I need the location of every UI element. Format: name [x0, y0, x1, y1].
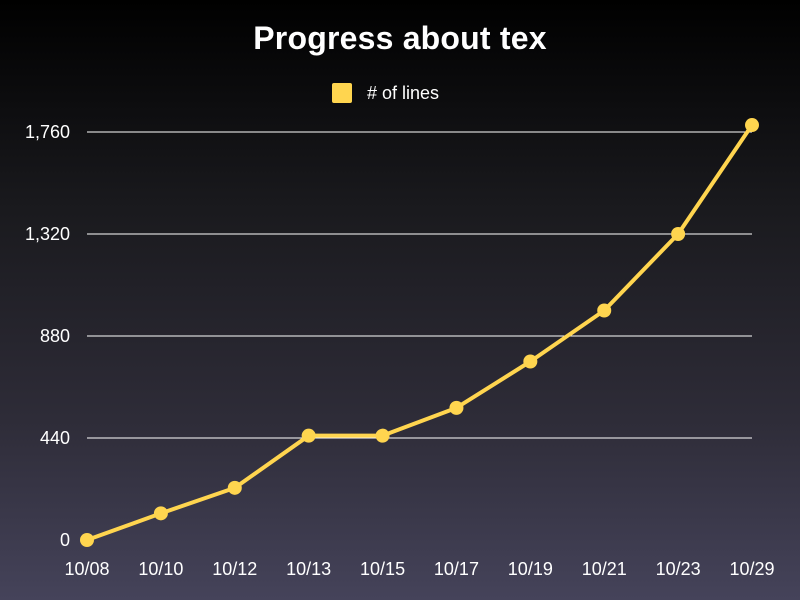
series-line-lines — [85, 123, 754, 542]
data-point-8[interactable] — [671, 227, 686, 241]
y-tick-label-3: 1,320 — [25, 224, 70, 244]
x-axis-ticks: 10/08 10/10 10/12 10/13 10/15 10/17 10/19 10/21… — [64, 559, 774, 579]
y-axis-ticks: 0 440 880 1,320 1,760 — [25, 122, 70, 550]
data-point-3[interactable] — [301, 428, 316, 443]
x-tick-label-9: 10/29 — [729, 559, 774, 579]
x-tick-label-2: 10/12 — [212, 559, 257, 579]
data-point-4[interactable] — [375, 428, 390, 443]
data-point-5[interactable] — [449, 400, 464, 415]
y-tick-label-4: 1,760 — [25, 122, 70, 142]
x-tick-label-1: 10/10 — [138, 559, 183, 579]
data-point-7[interactable] — [597, 303, 612, 318]
y-tick-label-1: 440 — [40, 428, 70, 448]
data-point-9[interactable] — [745, 118, 759, 133]
gridlines — [87, 131, 752, 439]
legend-label-lines: # of lines — [367, 83, 439, 103]
series-lines — [80, 118, 759, 547]
data-point-0[interactable] — [80, 533, 94, 547]
x-tick-label-5: 10/17 — [434, 559, 479, 579]
x-tick-label-0: 10/08 — [64, 559, 109, 579]
x-tick-label-3: 10/13 — [286, 559, 331, 579]
x-tick-label-4: 10/15 — [360, 559, 405, 579]
data-point-1[interactable] — [153, 506, 168, 521]
data-point-2[interactable] — [227, 480, 242, 495]
chart-title: Progress about tex — [253, 20, 547, 56]
legend: # of lines — [332, 83, 439, 103]
data-point-6[interactable] — [523, 354, 538, 369]
y-tick-label-0: 0 — [60, 530, 70, 550]
x-tick-label-7: 10/21 — [582, 559, 627, 579]
legend-swatch-lines — [332, 83, 352, 103]
y-tick-label-2: 880 — [40, 326, 70, 346]
x-tick-label-8: 10/23 — [656, 559, 701, 579]
x-tick-label-6: 10/19 — [508, 559, 553, 579]
